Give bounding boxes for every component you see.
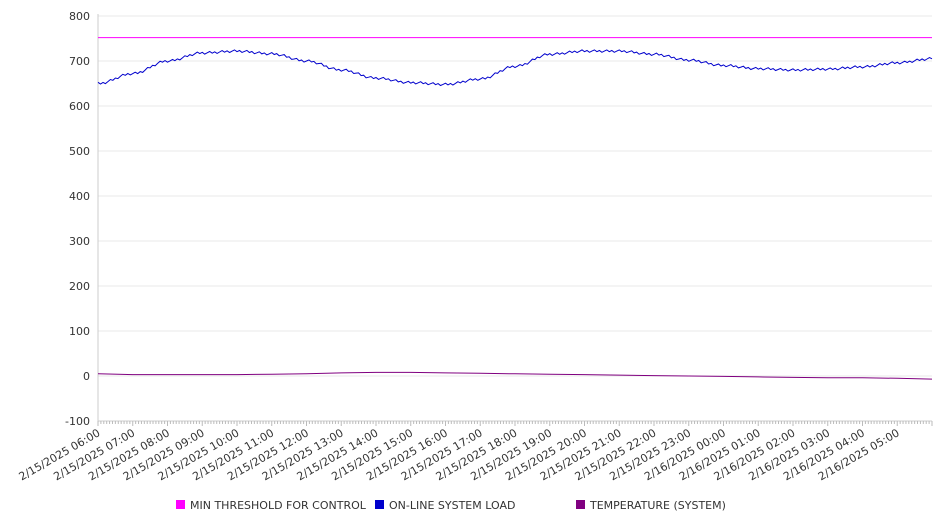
series-line-temperature-system (97, 371, 933, 380)
grid-lines (98, 15, 932, 377)
y-tick-label: 400 (69, 190, 90, 203)
y-axis-ticks: -100 0 100 200 300 400 500 600 700 800 (65, 10, 90, 428)
legend-swatch (576, 500, 585, 509)
legend-label: ON-LINE SYSTEM LOAD (389, 499, 515, 512)
y-tick-label: 500 (69, 145, 90, 158)
legend-label: TEMPERATURE (SYSTEM) (589, 499, 726, 512)
legend-swatch (176, 500, 185, 509)
x-axis-ticks: 2/15/2025 06:002/15/2025 07:002/15/2025 … (17, 421, 933, 483)
legend-item: MIN THRESHOLD FOR CONTROL (176, 499, 367, 512)
legend-item: ON-LINE SYSTEM LOAD (375, 499, 515, 512)
series-lines (97, 37, 933, 380)
y-tick-label: 600 (69, 100, 90, 113)
y-tick-label: 0 (83, 370, 90, 383)
y-tick-label: 300 (69, 235, 90, 248)
y-tick-label: 700 (69, 55, 90, 68)
series-line-on-line-system-load (97, 49, 933, 87)
y-tick-label: -100 (65, 415, 90, 428)
legend: MIN THRESHOLD FOR CONTROL ON-LINE SYSTEM … (176, 499, 726, 512)
legend-swatch (375, 500, 384, 509)
legend-item: TEMPERATURE (SYSTEM) (576, 499, 726, 512)
y-tick-label: 800 (69, 10, 90, 23)
legend-label: MIN THRESHOLD FOR CONTROL (190, 499, 367, 512)
y-tick-label: 200 (69, 280, 90, 293)
y-tick-label: 100 (69, 325, 90, 338)
axes (97, 14, 932, 422)
